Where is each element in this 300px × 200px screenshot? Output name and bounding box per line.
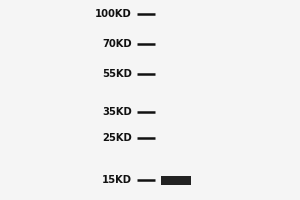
Text: 35KD: 35KD [102,107,132,117]
Bar [160,176,190,184]
Text: 15KD: 15KD [102,175,132,185]
Text: 25KD: 25KD [102,133,132,143]
Text: 70KD: 70KD [102,39,132,49]
Text: 100KD: 100KD [95,9,132,19]
Text: 55KD: 55KD [102,69,132,79]
